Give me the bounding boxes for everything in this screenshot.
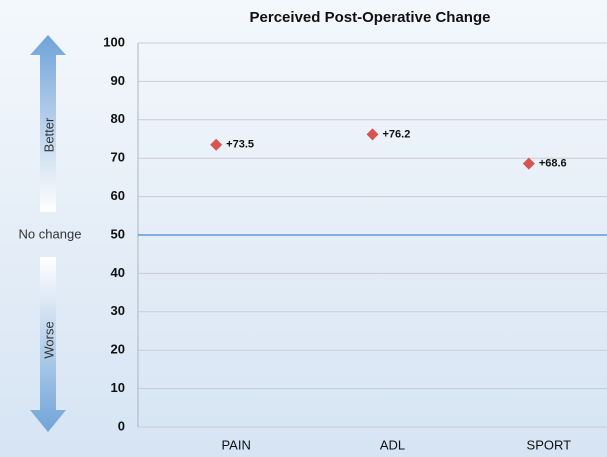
marker <box>522 157 535 170</box>
value-label: +73.5 <box>226 139 254 151</box>
y-tick-label: 100 <box>103 34 125 49</box>
y-tick-label: 90 <box>111 73 125 88</box>
y-tick-label: 20 <box>111 342 125 357</box>
reference-label: No change <box>19 226 82 241</box>
y-tick-label: 40 <box>111 265 125 280</box>
y-tick-label: 80 <box>111 111 125 126</box>
y-tick-label: 60 <box>111 188 125 203</box>
x-tick-label: SPORT <box>527 437 572 452</box>
chart-title: Perceived Post-Operative Change <box>250 9 491 26</box>
better-label: Better <box>41 117 56 152</box>
x-tick-label: ADL <box>380 437 405 452</box>
y-tick-label: 10 <box>111 380 125 395</box>
y-tick-label: 30 <box>111 303 125 318</box>
y-tick-label: 0 <box>118 418 125 433</box>
marker <box>210 138 223 151</box>
y-tick-label: 50 <box>111 226 125 241</box>
marker <box>366 128 379 141</box>
better-arrow <box>30 35 66 212</box>
worse-label: Worse <box>41 321 56 358</box>
y-tick-label: 70 <box>111 150 125 165</box>
x-tick-label: PAIN <box>221 437 250 452</box>
value-label: +76.2 <box>383 128 411 140</box>
worse-arrow <box>30 257 66 432</box>
value-label: +68.6 <box>539 157 567 169</box>
